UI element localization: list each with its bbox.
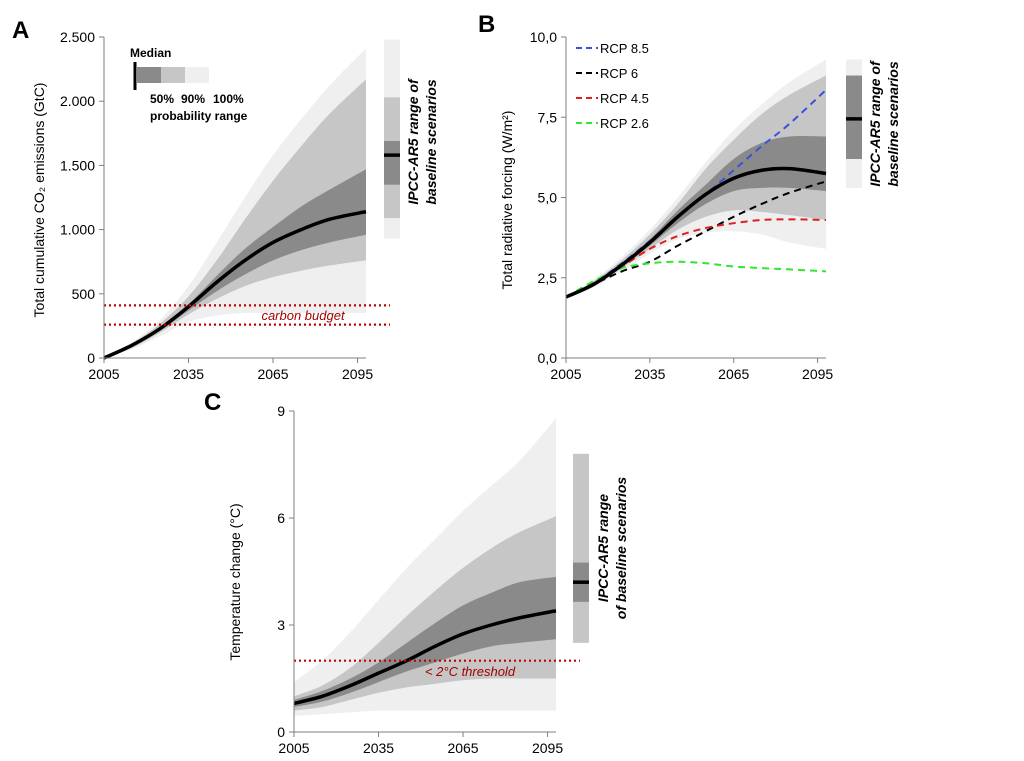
legend-band-100-label: 100% [213, 92, 244, 106]
panel-c-y-tick-label: 0 [277, 724, 285, 740]
panel-a-axes: 0 500 1.000 1.500 2.000 2.500 2005 2035 2065 2095 [60, 29, 373, 382]
panel-c: C 0 3 6 9 2005 2035 2065 2095 Temperature chang… [204, 389, 629, 756]
panel-b-axes: 0,0 2,5 5,0 7,5 10,0 2005 2035 2065 2095 [530, 29, 834, 382]
panel-b-y-tick-label: 0,0 [538, 350, 558, 366]
panel-a-y-tick-label: 500 [72, 286, 96, 302]
panel-c-y-tick-label: 9 [277, 403, 285, 419]
legend-swatch-50 [137, 67, 161, 83]
panel-c-ipcc-label-line1: IPCC-AR5 range [595, 494, 611, 602]
panel-a-median-line [103, 209, 367, 360]
panel-a-x-tick-label: 2095 [342, 366, 373, 382]
legend-median-label: Median [130, 46, 171, 60]
panel-b-y-tick-label: 2,5 [538, 270, 558, 286]
panel-c-y-tick-label: 6 [277, 510, 285, 526]
legend-rcp45-label: RCP 4.5 [600, 91, 649, 106]
carbon-budget-label: carbon budget [261, 308, 346, 323]
panel-c-x-tick-label: 2005 [278, 740, 309, 756]
panel-a-plot-area [103, 48, 390, 360]
panel-b-x-tick-label: 2005 [550, 366, 581, 382]
panel-b-y-tick-label: 5,0 [538, 190, 558, 206]
panel-a-band-50 [104, 169, 366, 358]
rcp-legend: RCP 8.5 RCP 6 RCP 4.5 RCP 2.6 [576, 41, 649, 131]
panel-a-x-tick-label: 2035 [173, 366, 204, 382]
panel-a-y-tick-label: 2.500 [60, 29, 95, 45]
panel-b-letter: B [478, 11, 495, 38]
panel-c-ipcc-label-line2: of baseline scenarios [613, 477, 629, 620]
panel-b-y-axis-label: Total radiative forcing (W/m²) [499, 111, 515, 290]
legend-rcp26-label: RCP 2.6 [600, 116, 649, 131]
panel-b-plot-area [565, 59, 827, 299]
panel-b-series-1 [565, 180, 827, 298]
panel-a-y-tick-label: 1.000 [60, 222, 95, 238]
panel-a: A 0 500 1.000 1.500 2.000 2.500 2005 2035 2065 20… [12, 17, 439, 382]
panel-b-x-tick-label: 2095 [802, 366, 833, 382]
legend-swatch-100 [185, 67, 209, 83]
panel-b-y-tick-label: 10,0 [530, 29, 557, 45]
panel-a-band-90 [104, 79, 366, 358]
panel-c-y-axis-label: Temperature change (°C) [227, 503, 243, 660]
panel-b-median-line [565, 166, 827, 299]
legend-rcp85-label: RCP 8.5 [600, 41, 649, 56]
panel-c-x-tick-label: 2035 [363, 740, 394, 756]
panel-c-band-50 [294, 576, 556, 708]
panel-b-ipcc-label-line2: baseline scenarios [885, 61, 901, 187]
legend-caption: probability range [150, 109, 248, 123]
panel-b-ipcc-label-line1: IPCC-AR5 range of [867, 60, 883, 187]
panel-c-axes: 0 3 6 9 2005 2035 2065 2095 [277, 403, 563, 756]
panel-a-ipcc-label-line2: baseline scenarios [423, 79, 439, 205]
threshold-2c-label: < 2°C threshold [425, 664, 516, 679]
panel-b-series-3 [565, 260, 827, 298]
legend-band-50-label: 50% [150, 92, 174, 106]
panel-c-plot-area [293, 418, 580, 716]
panel-a-ipcc-range-50 [384, 141, 400, 185]
panel-b-x-tick-label: 2065 [718, 366, 749, 382]
panel-c-ipcc-box [573, 453, 589, 643]
panel-c-y-tick-label: 3 [277, 617, 285, 633]
panel-b-ipcc-box [846, 59, 862, 188]
panel-a-band-100 [104, 48, 366, 358]
panel-b-band-90 [566, 75, 826, 298]
legend-rcp6-label: RCP 6 [600, 66, 638, 81]
panel-a-y-axis-label: Total cumulative CO₂ emissions (GtC) [31, 83, 47, 318]
panel-b-y-tick-label: 7,5 [538, 109, 558, 125]
panel-b-x-tick-label: 2035 [634, 366, 665, 382]
panel-c-band-90 [294, 516, 556, 711]
panel-b: B 0,0 2,5 5,0 7,5 10,0 2005 2035 2065 2095 Total… [478, 11, 901, 382]
panel-c-ipcc-range-90 [573, 453, 589, 643]
panel-a-letter: A [12, 17, 29, 44]
panel-a-y-tick-label: 0 [87, 350, 95, 366]
panel-c-x-tick-label: 2095 [532, 740, 563, 756]
panel-a-ipcc-box [384, 39, 400, 239]
probability-legend: Median 50% 90% 100% probability range [130, 46, 248, 123]
panel-a-y-tick-label: 1.500 [60, 157, 95, 173]
panel-c-x-tick-label: 2065 [447, 740, 478, 756]
panel-a-x-tick-label: 2005 [88, 366, 119, 382]
panel-c-letter: C [204, 389, 221, 416]
panel-a-x-tick-label: 2065 [257, 366, 288, 382]
legend-band-90-label: 90% [181, 92, 205, 106]
panel-c-median-line [293, 609, 557, 706]
legend-swatch-90 [161, 67, 185, 83]
panel-a-ipcc-label-line1: IPCC-AR5 range of [405, 78, 421, 205]
panel-a-y-tick-label: 2.000 [60, 93, 95, 109]
